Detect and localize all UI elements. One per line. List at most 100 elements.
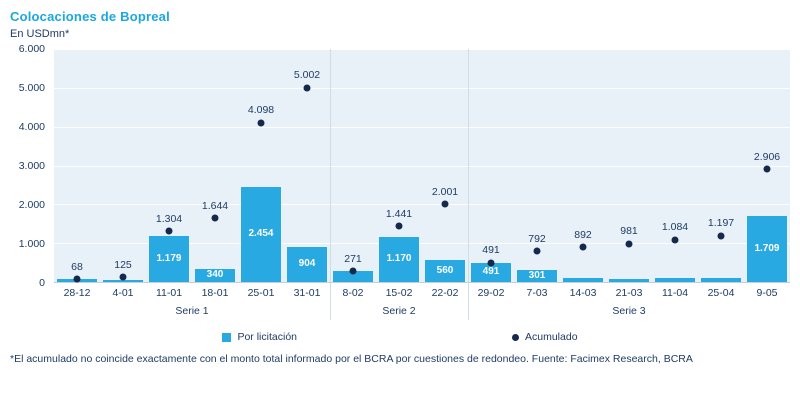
licitacion-bar: 1.170 bbox=[379, 236, 419, 282]
chart: 6.000 5.000 4.000 3.000 2.000 1.000 0 68 125 1.1… bbox=[10, 43, 790, 320]
gridline bbox=[54, 87, 790, 89]
chart-column: 68 bbox=[54, 49, 100, 283]
serie-separator bbox=[330, 49, 331, 282]
acumulado-dot bbox=[211, 214, 219, 222]
y-axis-tick-label: 3.000 bbox=[18, 160, 45, 172]
chart-column: 904 5.002 bbox=[284, 49, 330, 282]
acumulado-dot bbox=[349, 267, 357, 275]
acumulado-dot bbox=[717, 232, 725, 240]
chart-column: 1.084 bbox=[652, 49, 698, 282]
gridline bbox=[54, 165, 790, 167]
x-axis-tick-label: 31-01 bbox=[293, 286, 321, 299]
acumulado-dot bbox=[579, 243, 587, 251]
bar-value-label: 1.179 bbox=[156, 253, 182, 265]
acumulado-value-label: 2.906 bbox=[753, 150, 781, 163]
serie-separator bbox=[468, 49, 469, 282]
chart-column: 892 bbox=[560, 49, 606, 282]
x-axis-tick-label: 4-01 bbox=[112, 286, 134, 299]
acumulado-dot bbox=[625, 240, 633, 248]
licitacion-bar bbox=[609, 278, 649, 282]
acumulado-dot bbox=[73, 275, 81, 283]
acumulado-value-label: 5.002 bbox=[293, 69, 321, 82]
acumulado-value-label: 68 bbox=[71, 260, 83, 273]
bar-value-label: 340 bbox=[206, 269, 224, 281]
y-axis-tick-label: 0 bbox=[39, 277, 45, 289]
acumulado-value-label: 1.304 bbox=[155, 212, 183, 225]
x-axis-tick-label: 14-03 bbox=[569, 286, 597, 299]
acumulado-value-label: 2.001 bbox=[431, 185, 459, 198]
acumulado-value-label: 1.197 bbox=[707, 217, 735, 230]
chart-column: 301 792 bbox=[514, 49, 560, 282]
bar-value-label: 904 bbox=[298, 258, 316, 270]
licitacion-bar: 491 bbox=[471, 262, 511, 282]
acumulado-dot bbox=[671, 236, 679, 244]
y-axis-tick-label: 6.000 bbox=[18, 43, 45, 55]
legend-item-por-licitacion: Por licitación bbox=[222, 331, 297, 343]
acumulado-dot bbox=[303, 84, 311, 92]
acumulado-value-label: 981 bbox=[620, 225, 638, 238]
licitacion-bar: 1.709 bbox=[747, 215, 787, 282]
licitacion-bar bbox=[563, 278, 603, 282]
serie-separator bbox=[468, 283, 469, 320]
acumulado-value-label: 491 bbox=[482, 244, 500, 257]
serie-group-labels: Serie 1 Serie 2 Serie 3 bbox=[54, 302, 790, 320]
chart-column: 271 bbox=[330, 49, 376, 282]
x-axis-tick-label: 25-01 bbox=[247, 286, 275, 299]
licitacion-bar: 301 bbox=[517, 270, 557, 282]
plot-area: 68 125 1.179 1.304 340 1.644 2.454 4.098 904 5.00… bbox=[54, 49, 790, 283]
footnote: *El acumulado no coincide exactamente co… bbox=[10, 353, 693, 365]
bar-swatch-icon bbox=[222, 332, 232, 342]
serie-group-label: Serie 1 bbox=[175, 305, 209, 317]
dot-swatch-icon bbox=[512, 333, 519, 341]
bar-value-label: 1.170 bbox=[386, 253, 412, 265]
acumulado-dot bbox=[119, 273, 127, 281]
licitacion-bar bbox=[103, 279, 143, 282]
x-axis-tick-label: 11-01 bbox=[155, 286, 183, 299]
chart-column: 1.179 1.304 bbox=[146, 49, 192, 282]
x-axis-tick-label: 11-04 bbox=[661, 286, 689, 299]
acumulado-dot bbox=[395, 222, 403, 230]
chart-column: 2.454 4.098 bbox=[238, 49, 284, 282]
x-axis-tick-label: 28-12 bbox=[63, 286, 91, 299]
y-axis-tick-label: 5.000 bbox=[18, 81, 45, 94]
acumulado-dot bbox=[165, 227, 173, 235]
chart-column: 1.709 2.906 bbox=[744, 49, 790, 282]
x-axis-tick-label: 25-04 bbox=[707, 286, 735, 299]
acumulado-value-label: 125 bbox=[114, 258, 132, 271]
chart-column: 491 491 bbox=[468, 49, 514, 282]
licitacion-bar: 904 bbox=[287, 246, 327, 282]
y-axis-tick-label: 4.000 bbox=[18, 120, 45, 133]
acumulado-value-label: 1.441 bbox=[385, 207, 413, 220]
gridline bbox=[54, 243, 790, 245]
x-axis-tick-label: 29-02 bbox=[477, 286, 505, 299]
y-axis-tick-label: 1.000 bbox=[18, 238, 45, 250]
chart-columns: 68 125 1.179 1.304 340 1.644 2.454 4.098 904 5.00… bbox=[54, 49, 790, 283]
acumulado-dot bbox=[441, 200, 449, 208]
acumulado-value-label: 1.084 bbox=[661, 221, 689, 234]
acumulado-dot bbox=[533, 247, 541, 255]
chart-units-subtitle: En USDmn* bbox=[10, 28, 70, 40]
bar-value-label: 2.454 bbox=[248, 228, 274, 240]
acumulado-value-label: 792 bbox=[528, 232, 546, 245]
legend-label-acumulado: Acumulado bbox=[525, 331, 578, 343]
bar-value-label: 560 bbox=[436, 265, 454, 277]
legend-item-acumulado: Acumulado bbox=[512, 331, 578, 343]
acumulado-dot bbox=[763, 165, 771, 173]
chart-column: 1.170 1.441 bbox=[376, 49, 422, 282]
x-axis-tick-label: 21-03 bbox=[615, 286, 643, 299]
acumulado-dot bbox=[487, 259, 495, 267]
bar-value-label: 301 bbox=[528, 270, 546, 282]
legend-label-por-licitacion: Por licitación bbox=[237, 331, 297, 343]
serie-group-label: Serie 3 bbox=[612, 305, 646, 317]
acumulado-value-label: 892 bbox=[574, 228, 592, 241]
licitacion-bar bbox=[333, 271, 373, 282]
licitacion-bar: 2.454 bbox=[241, 186, 281, 282]
licitacion-bar bbox=[701, 277, 741, 282]
licitacion-bar bbox=[655, 278, 695, 282]
acumulado-value-label: 1.644 bbox=[201, 199, 229, 212]
chart-column: 981 bbox=[606, 49, 652, 282]
serie-separator bbox=[330, 283, 331, 320]
x-axis-tick-label: 15-02 bbox=[385, 286, 413, 299]
x-axis-tick-label: 8-02 bbox=[342, 286, 364, 299]
